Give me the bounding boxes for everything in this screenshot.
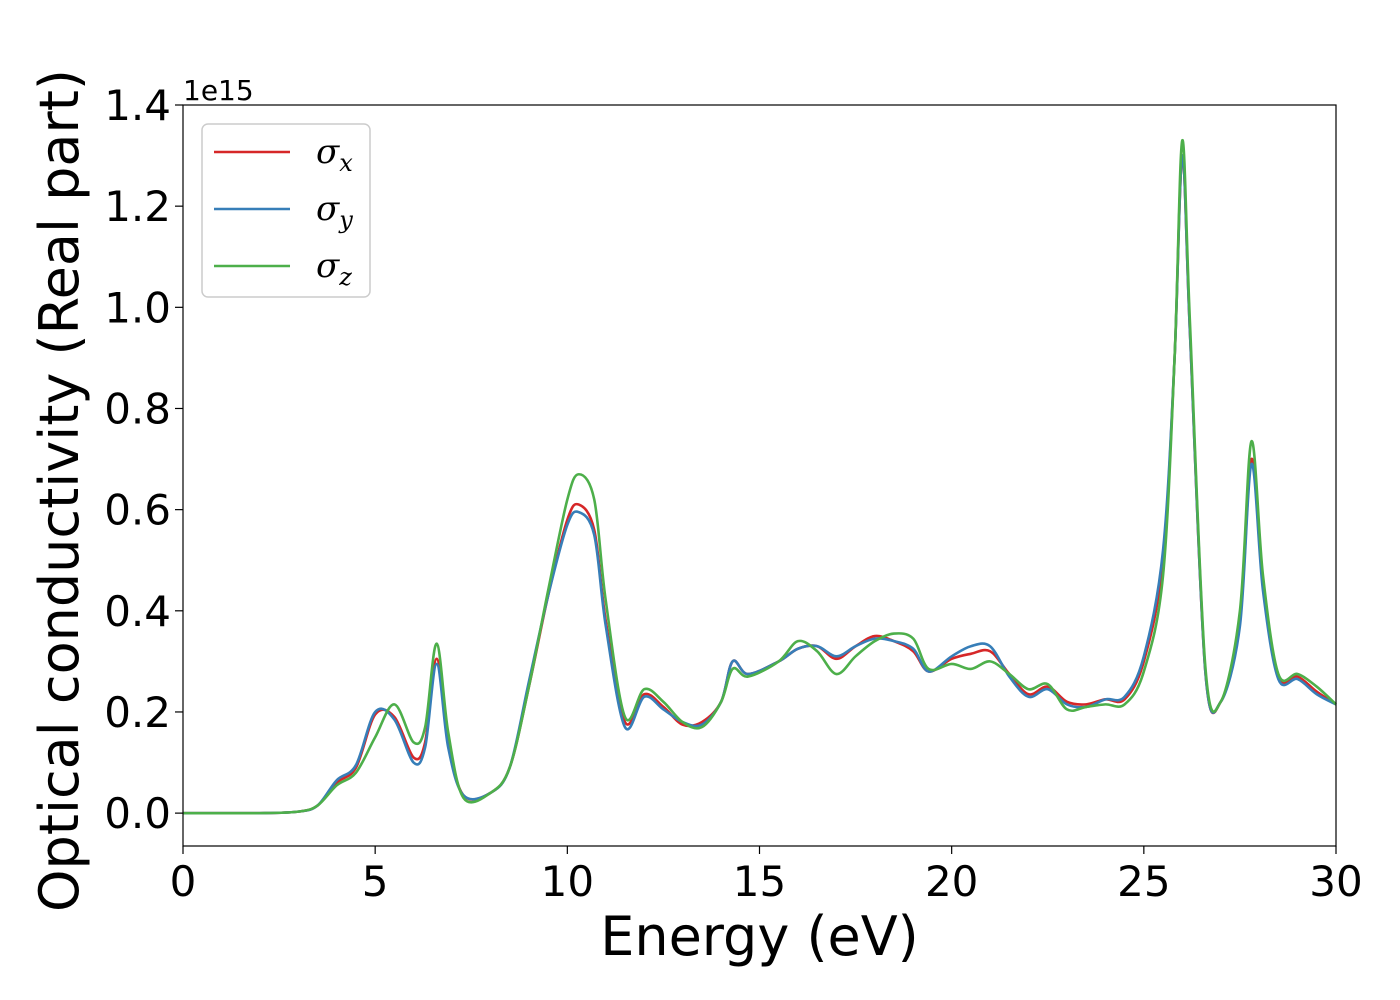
y-tick-label: 1.2 <box>104 182 171 231</box>
x-tick-label: 30 <box>1309 857 1362 906</box>
series-line-z <box>182 139 1337 815</box>
legend-label-x: σx <box>316 132 353 177</box>
legend-label-y: σy <box>316 189 353 234</box>
x-tick-label: 10 <box>541 857 594 906</box>
y-tick-label: 0.8 <box>104 384 171 433</box>
x-tick-label: 20 <box>925 857 978 906</box>
y-tick-label: 0.0 <box>104 789 171 838</box>
y-tick-label: 0.6 <box>104 486 171 535</box>
y-offset-label: 1e15 <box>183 74 254 107</box>
y-tick-label: 1.0 <box>104 283 171 332</box>
legend-label-z: σz <box>316 246 352 291</box>
y-axis-label: Optical conductivity (Real part) <box>28 69 91 912</box>
y-tick-label: 1.4 <box>104 81 171 130</box>
y-axis-ticks: 0.0 0.2 0.4 0.6 0.8 1.0 1.2 1.4 <box>104 81 183 838</box>
series-lines <box>182 139 1337 815</box>
x-tick-label: 5 <box>362 857 389 906</box>
legend: σx σy σz <box>201 123 371 298</box>
x-axis-ticks: 0 5 10 15 20 25 30 <box>170 846 1363 906</box>
x-tick-label: 0 <box>170 857 197 906</box>
y-tick-label: 0.2 <box>104 688 171 737</box>
legend-box <box>201 123 371 298</box>
x-axis-label: Energy (eV) <box>600 905 919 968</box>
x-tick-label: 25 <box>1117 857 1170 906</box>
y-tick-label: 0.4 <box>104 587 171 636</box>
x-tick-label: 15 <box>733 857 786 906</box>
